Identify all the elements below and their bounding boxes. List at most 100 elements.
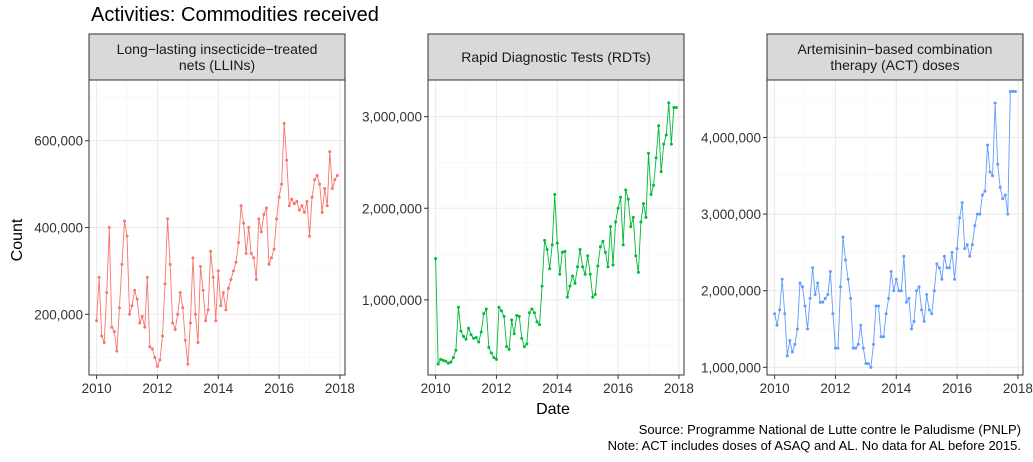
data-point [621, 243, 625, 247]
data-point [935, 262, 939, 266]
data-point [856, 342, 860, 346]
data-point [474, 335, 478, 339]
data-point [593, 292, 597, 296]
data-point [874, 304, 878, 308]
data-point [818, 300, 822, 304]
data-point [292, 202, 296, 206]
y-tick-label: 400,000 [34, 221, 83, 236]
data-point [806, 327, 810, 331]
data-point [183, 338, 187, 342]
data-point [780, 277, 784, 281]
data-point [945, 266, 949, 270]
data-point [991, 174, 995, 178]
data-point [550, 243, 554, 247]
data-point [193, 312, 197, 316]
data-point [318, 182, 322, 186]
data-point [272, 247, 276, 251]
data-point [588, 272, 592, 276]
data-point [239, 204, 243, 208]
data-point [532, 311, 536, 315]
x-tick-label: 2010 [421, 381, 451, 396]
data-note: Note: ACT includes doses of ASAQ and AL.… [607, 438, 1021, 453]
data-point [206, 308, 210, 312]
data-point [892, 289, 896, 293]
x-tick-label: 2018 [325, 381, 355, 396]
data-point [454, 348, 458, 352]
data-point [515, 313, 519, 317]
data-point [581, 265, 585, 269]
data-point [492, 356, 496, 360]
data-point [196, 340, 200, 344]
data-point [565, 295, 569, 299]
data-point [517, 314, 521, 318]
data-point [451, 356, 455, 360]
data-point [672, 105, 676, 109]
data-point [922, 319, 926, 323]
data-point [199, 265, 203, 269]
data-point [244, 252, 248, 256]
data-point [535, 320, 539, 324]
data-point [877, 304, 881, 308]
data-point [790, 350, 794, 354]
data-point [472, 336, 476, 340]
data-point [899, 289, 903, 293]
data-point [224, 308, 228, 312]
data-point [446, 361, 450, 365]
data-point [209, 249, 213, 253]
data-point [105, 291, 109, 295]
data-point [211, 275, 215, 279]
data-point [128, 312, 132, 316]
data-point [909, 327, 913, 331]
data-point [507, 347, 511, 351]
data-point [973, 224, 977, 228]
data-point [644, 215, 648, 219]
data-point [603, 250, 607, 254]
data-point [836, 346, 840, 350]
data-point [1003, 193, 1007, 197]
data-point [302, 210, 306, 214]
data-point [606, 265, 610, 269]
facet-strip [427, 33, 685, 81]
data-point [846, 277, 850, 281]
data-point [614, 220, 618, 224]
data-point [598, 245, 602, 249]
data-point [894, 277, 898, 281]
data-point [181, 306, 185, 310]
data-point [143, 325, 147, 329]
data-point [915, 289, 919, 293]
data-point [866, 362, 870, 366]
data-point [505, 345, 509, 349]
facet-strip-label: therapy (ACT) doses [830, 57, 959, 73]
data-point [657, 124, 661, 128]
x-tick-label: 2016 [603, 381, 633, 396]
data-point [996, 162, 1000, 166]
data-point [221, 291, 225, 295]
data-point [821, 300, 825, 304]
data-point [95, 319, 99, 323]
data-point [297, 208, 301, 212]
data-point [254, 278, 258, 282]
data-point [176, 312, 180, 316]
x-axis-title: Date [536, 401, 570, 418]
data-point [461, 335, 465, 339]
data-point [436, 362, 440, 366]
data-point [262, 212, 266, 216]
x-tick-label: 2012 [481, 381, 511, 396]
data-point [647, 151, 651, 155]
data-point [669, 142, 673, 146]
data-point [963, 247, 967, 251]
data-point [163, 282, 167, 286]
data-point [576, 265, 580, 269]
data-point [112, 330, 116, 334]
data-point [624, 188, 628, 192]
data-point [500, 309, 503, 313]
data-point [467, 326, 471, 330]
facet-strip-label: Rapid Diagnostic Tests (RDTs) [461, 49, 651, 65]
x-tick-label: 2016 [264, 381, 294, 396]
data-point [904, 300, 908, 304]
data-point [280, 182, 284, 186]
data-point [102, 340, 106, 344]
data-point [639, 220, 643, 224]
data-point [140, 314, 144, 318]
data-point [264, 206, 268, 210]
